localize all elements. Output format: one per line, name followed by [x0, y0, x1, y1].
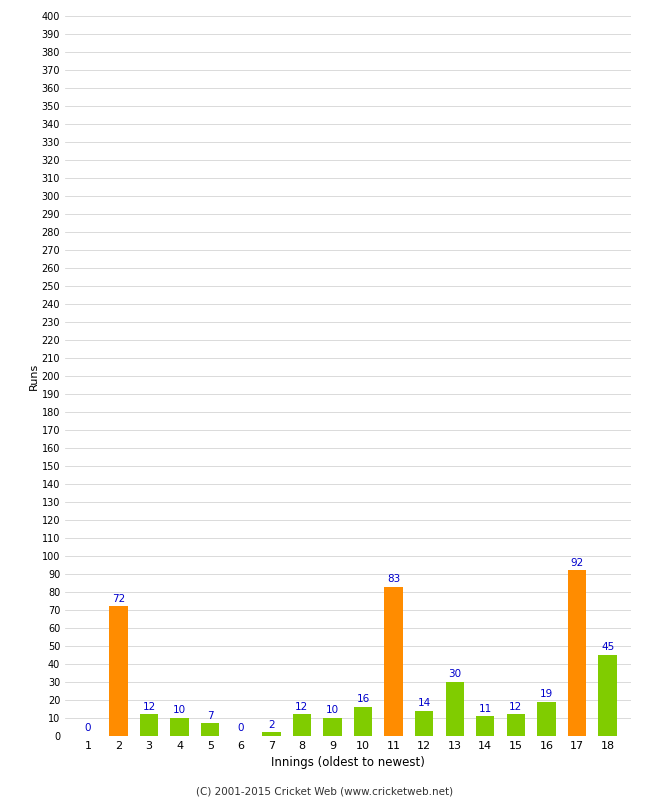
Bar — [140, 714, 158, 736]
X-axis label: Innings (oldest to newest): Innings (oldest to newest) — [271, 757, 424, 770]
Text: 30: 30 — [448, 670, 462, 679]
Text: 11: 11 — [478, 703, 492, 714]
Bar — [599, 655, 617, 736]
Bar — [201, 723, 219, 736]
Bar — [292, 714, 311, 736]
Text: 2: 2 — [268, 720, 275, 730]
Y-axis label: Runs: Runs — [29, 362, 39, 390]
Text: 12: 12 — [509, 702, 523, 712]
Bar — [262, 733, 281, 736]
Text: 45: 45 — [601, 642, 614, 652]
Bar — [415, 711, 434, 736]
Bar — [507, 714, 525, 736]
Text: 19: 19 — [540, 689, 553, 699]
Bar — [354, 707, 372, 736]
Text: 83: 83 — [387, 574, 400, 584]
Bar — [323, 718, 342, 736]
Bar — [568, 570, 586, 736]
Text: 10: 10 — [173, 706, 186, 715]
Text: 7: 7 — [207, 710, 213, 721]
Text: 10: 10 — [326, 706, 339, 715]
Text: 12: 12 — [142, 702, 156, 712]
Bar — [476, 716, 495, 736]
Bar — [384, 586, 403, 736]
Bar — [445, 682, 464, 736]
Bar — [170, 718, 188, 736]
Text: 14: 14 — [417, 698, 431, 708]
Bar — [538, 702, 556, 736]
Text: 72: 72 — [112, 594, 125, 604]
Text: (C) 2001-2015 Cricket Web (www.cricketweb.net): (C) 2001-2015 Cricket Web (www.cricketwe… — [196, 786, 454, 796]
Text: 0: 0 — [237, 723, 244, 734]
Text: 16: 16 — [356, 694, 370, 705]
Text: 0: 0 — [84, 723, 91, 734]
Bar — [109, 606, 127, 736]
Text: 92: 92 — [571, 558, 584, 568]
Text: 12: 12 — [295, 702, 309, 712]
